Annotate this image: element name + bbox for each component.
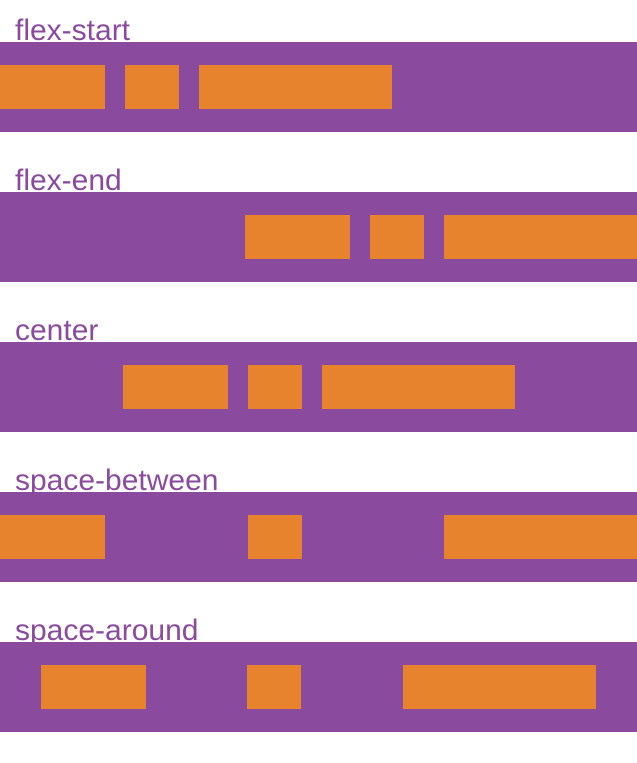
flex-item-3 [321,365,515,409]
flex-container-flex-start [0,42,637,132]
flex-container-space-between [0,492,637,582]
flex-item-2 [247,365,302,409]
flex-item-3 [444,215,637,259]
section-label-flex-start: flex-start [15,14,131,47]
flex-item-1 [245,215,350,259]
section-label-flex-end: flex-end [15,164,122,197]
flex-item-1 [40,665,146,709]
flex-item-2 [247,665,302,709]
flex-item-1 [0,515,105,559]
flex-item-2 [370,215,424,259]
section-flex-end: flex-end [0,163,637,282]
flex-item-1 [122,365,228,409]
flex-item-3 [403,665,597,709]
flex-item-3 [444,515,637,559]
flex-container-space-around [0,642,637,732]
section-label-space-around: space-around [15,614,199,647]
flex-container-flex-end [0,192,637,282]
flex-item-2 [247,515,302,559]
section-label-center: center [15,314,99,347]
justify-content-diagram: flex-start flex-end center space-between [0,13,637,732]
section-center: center [0,313,637,432]
flex-item-3 [199,65,392,109]
section-space-between: space-between [0,463,637,582]
flex-item-2 [125,65,179,109]
flex-item-1 [0,65,105,109]
section-space-around: space-around [0,613,637,732]
flex-container-center [0,342,637,432]
section-flex-start: flex-start [0,13,637,132]
section-label-space-between: space-between [15,464,219,497]
